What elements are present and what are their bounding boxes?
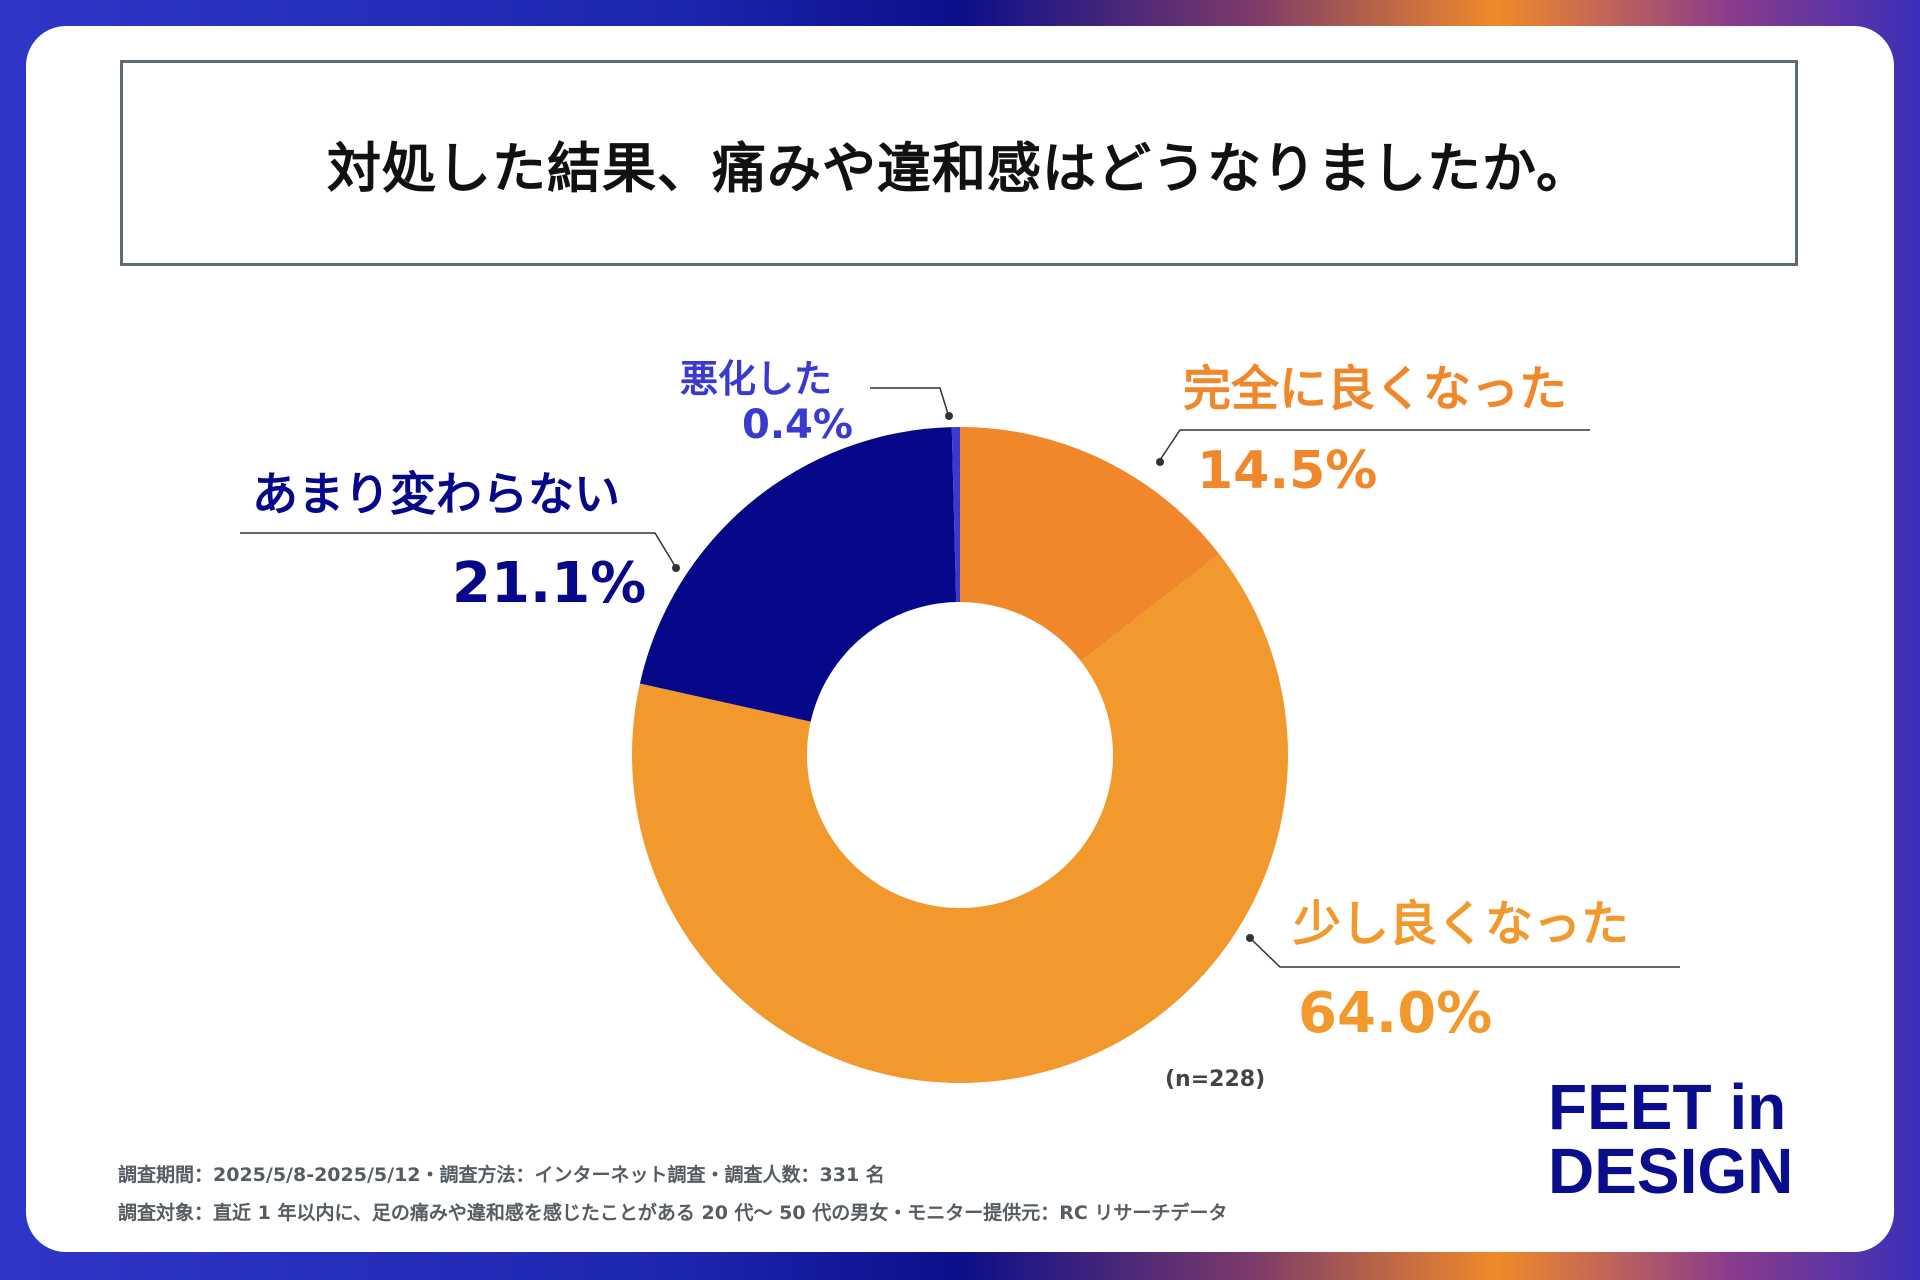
label-slight: 少し良くなった	[1293, 896, 1629, 952]
slice-complete	[960, 427, 1220, 662]
logo-line1: FEET in	[1548, 1071, 1787, 1143]
slice-worse	[951, 427, 960, 603]
leader-line-complete	[1159, 429, 1590, 461]
leader-dot-same	[672, 564, 680, 572]
leader-dot-slight	[1246, 934, 1254, 942]
value-worse: 0.4%	[742, 402, 853, 448]
feet-in-design-logo: FEET in DESIGN	[1548, 1075, 1793, 1203]
footer-survey-target: 調査対象：直近 1 年以内に、足の痛みや違和感を感じたことがある 20 代〜 5…	[118, 1202, 1228, 1224]
label-worse: 悪化した	[680, 357, 832, 401]
leader-line-slight	[1249, 937, 1680, 968]
value-same: 21.1%	[452, 551, 646, 616]
logo-line2: DESIGN	[1548, 1135, 1794, 1207]
title-box: 対処した結果、痛みや違和感はどうなりましたか。	[120, 60, 1798, 266]
value-slight: 64.0%	[1298, 981, 1492, 1046]
value-complete: 14.5%	[1197, 441, 1377, 501]
leader-dot-complete	[1156, 458, 1164, 466]
leader-line-same	[240, 532, 676, 567]
sample-size-note: (n=228)	[1165, 1067, 1265, 1092]
leader-line-worse	[870, 387, 949, 415]
label-same: あまり変わらない	[252, 467, 620, 521]
leader-dot-worse	[945, 412, 953, 420]
footer-survey-period: 調査期間：2025/5/8-2025/5/12・調査方法：インターネット調査・調…	[118, 1164, 885, 1186]
slice-same	[639, 427, 957, 722]
slice-slight	[632, 553, 1289, 1083]
label-complete: 完全に良くなった	[1183, 361, 1567, 417]
chart-title: 対処した結果、痛みや違和感はどうなりましたか。	[327, 136, 1591, 200]
